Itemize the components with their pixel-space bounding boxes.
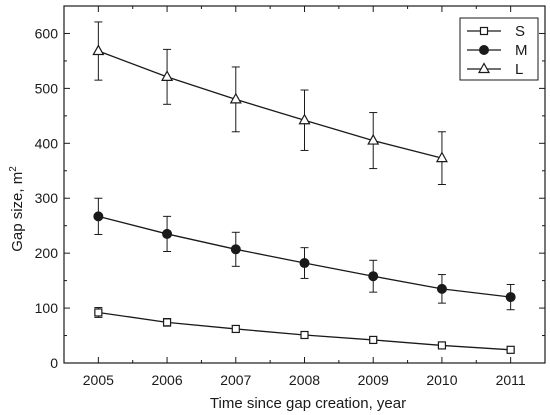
legend-item-L: L	[467, 61, 523, 78]
data-point-M	[299, 258, 310, 269]
data-point-S	[300, 330, 309, 340]
series-line-L	[98, 50, 443, 159]
x-tick-label: 2005	[83, 372, 114, 388]
data-point-M	[505, 292, 516, 303]
data-point-L	[161, 70, 174, 81]
data-point-L	[367, 133, 380, 145]
data-point-M	[93, 211, 104, 222]
data-point-L	[92, 44, 105, 56]
y-tick-label: 0	[50, 355, 58, 371]
x-tick-label: 2008	[289, 372, 320, 388]
y-tick-label: 100	[35, 300, 59, 316]
data-point-L	[229, 92, 242, 104]
x-axis-title: Time since gap creation, year	[210, 395, 406, 412]
x-tick-label: 2011	[496, 372, 526, 388]
legend-marker-L	[477, 62, 491, 74]
data-point-L	[435, 151, 448, 163]
legend-label: M	[515, 42, 528, 59]
y-tick-label: 300	[35, 190, 59, 206]
x-tick-label: 2010	[426, 372, 457, 388]
legend-label: S	[515, 23, 525, 40]
series-L	[92, 21, 448, 185]
y-tick-label: 400	[35, 135, 59, 151]
data-point-M	[230, 244, 241, 255]
legend-item-M: M	[467, 42, 528, 59]
data-point-S	[231, 324, 240, 334]
data-point-L	[298, 113, 311, 125]
legend-marker-M	[479, 45, 489, 55]
data-point-S	[94, 308, 103, 317]
data-point-M	[436, 283, 447, 294]
y-tick-label: 600	[35, 25, 59, 41]
data-point-S	[437, 341, 447, 350]
x-tick-label: 2009	[358, 372, 389, 388]
data-point-S	[162, 318, 172, 327]
data-point-M	[368, 271, 379, 282]
legend-label: L	[515, 61, 523, 78]
x-tick-label: 2006	[151, 372, 182, 388]
series-M	[93, 197, 516, 311]
data-point-M	[162, 228, 173, 239]
series-S	[94, 307, 515, 354]
y-tick-label: 500	[35, 80, 59, 96]
y-tick-label: 200	[35, 245, 59, 261]
y-axis-title: Gap size, m2	[8, 166, 26, 252]
legend-item-S: S	[467, 23, 525, 40]
legend-box	[459, 17, 539, 81]
data-point-S	[369, 335, 378, 345]
x-tick-label: 2007	[220, 372, 251, 388]
data-point-S	[506, 345, 515, 354]
legend-marker-S	[479, 26, 489, 36]
